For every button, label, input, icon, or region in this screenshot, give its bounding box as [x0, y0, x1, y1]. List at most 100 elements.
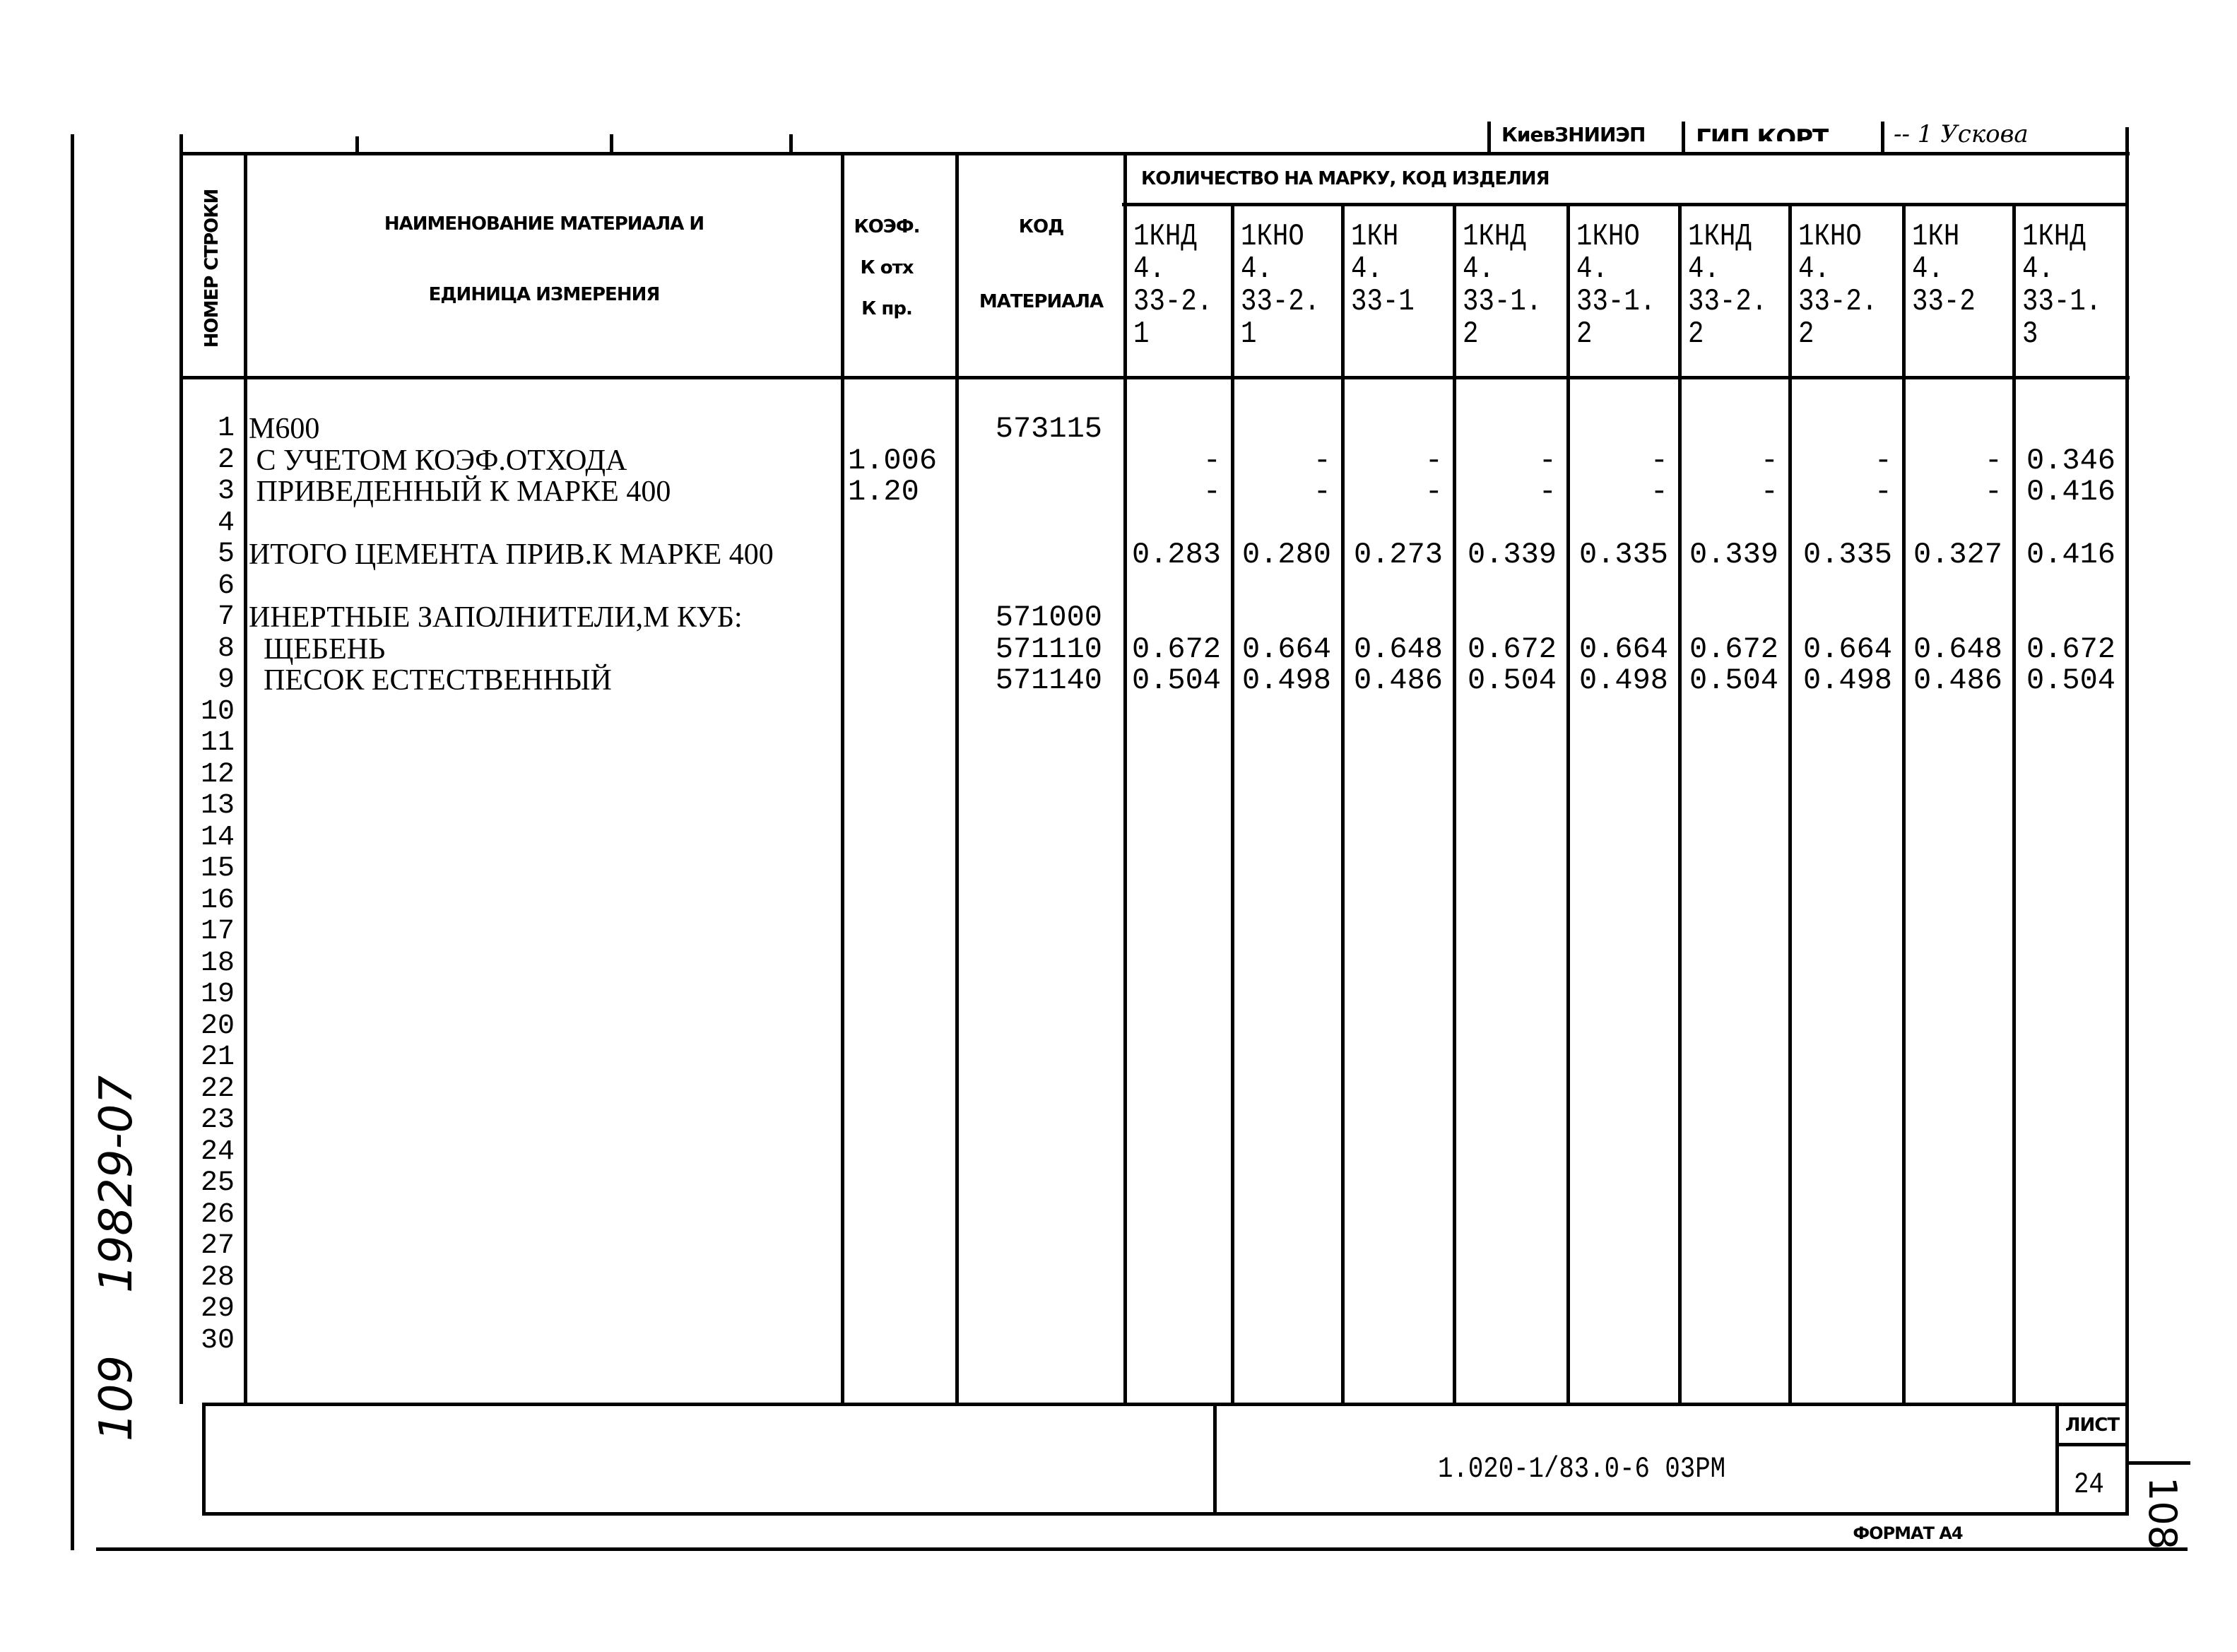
- material-name: М600: [249, 413, 320, 445]
- right-margin-tick: [2127, 1461, 2190, 1465]
- material-name: ПЕСОК ЕСТЕСТВЕННЫЙ: [249, 664, 612, 697]
- header-koef-line2: К отх: [860, 257, 914, 278]
- header-koef-line3: К пр.: [861, 298, 913, 319]
- quantity-value: 0.486: [1913, 663, 2002, 697]
- outer-bottom-border: [96, 1547, 2188, 1551]
- row-number: 25: [200, 1167, 235, 1199]
- product-col-line: [1231, 203, 1234, 1404]
- product-col-line: [1341, 203, 1345, 1404]
- inventory-number: 19829-07: [90, 1075, 143, 1293]
- row-number: 7: [217, 601, 235, 633]
- quantity-value: 0.339: [1689, 538, 1778, 572]
- row-number: 17: [200, 916, 235, 948]
- top-stub: [179, 134, 183, 155]
- product-header: 1КНО 4. 33-1. 2: [1576, 219, 1656, 352]
- quantity-value: -: [1203, 475, 1221, 509]
- product-header: 1КНО 4. 33-2. 1: [1241, 219, 1321, 352]
- header-quantity: КОЛИЧЕСТВО НА МАРКУ, КОД ИЗДЕЛИЯ: [1141, 168, 1550, 189]
- row-number: 24: [200, 1135, 235, 1168]
- quantity-value: -: [1424, 475, 1443, 509]
- quantity-value: 0.672: [2026, 632, 2115, 666]
- row-number: 8: [217, 632, 235, 665]
- material-name: ИТОГО ЦЕМЕНТА ПРИВ.К МАРКЕ 400: [249, 538, 774, 571]
- row-number: 5: [217, 538, 235, 570]
- product-col-line: [1566, 203, 1570, 1404]
- koef-value: 1.006: [848, 443, 938, 478]
- quantity-value: 0.486: [1353, 663, 1443, 697]
- code-col-line: [1123, 152, 1127, 1404]
- quantity-band-border: [1122, 203, 2127, 206]
- material-code: 571140: [995, 663, 1102, 697]
- quantity-value: -: [1203, 443, 1221, 478]
- table-right-border: [2125, 152, 2129, 1516]
- product-header: 1КН 4. 33-1: [1351, 219, 1415, 319]
- quantity-value: -: [1650, 443, 1668, 478]
- top-strip-org: КиевЗНИИЭП: [1501, 119, 1678, 144]
- material-code: 571000: [995, 601, 1102, 635]
- row-number: 6: [217, 570, 235, 602]
- quantity-value: 0.672: [1467, 632, 1557, 666]
- top-stub: [789, 134, 793, 155]
- quantity-value: 0.416: [2026, 475, 2115, 509]
- row-number: 19: [200, 979, 235, 1010]
- material-name: ПРИВЕДЕННЫЙ К МАРКЕ 400: [249, 476, 671, 508]
- quantity-value: -: [1984, 475, 2002, 509]
- quantity-value: -: [1874, 443, 1892, 478]
- quantity-value: 0.504: [1689, 663, 1778, 697]
- row-number: 16: [200, 884, 235, 916]
- product-header: 1КНД 4. 33-2. 1: [1133, 219, 1213, 352]
- row-number: 15: [200, 853, 235, 885]
- quantity-value: 0.648: [1913, 632, 2002, 666]
- table-left-border: [179, 152, 183, 1404]
- top-stub: [1682, 122, 1685, 155]
- top-stub: [610, 134, 613, 155]
- row-number: 20: [200, 1010, 235, 1042]
- quantity-value: -: [1424, 443, 1443, 478]
- row-number: 1: [217, 413, 235, 444]
- row-number: 28: [200, 1261, 235, 1294]
- header-code-line1: КОД: [1018, 216, 1065, 237]
- material-name: ЩЕБЕНЬ: [249, 632, 386, 666]
- quantity-value: -: [1538, 475, 1557, 509]
- quantity-value: 0.648: [1353, 632, 1443, 666]
- quantity-value: 0.664: [1802, 632, 1892, 666]
- quantity-value: 0.672: [1689, 632, 1778, 666]
- top-strip-fragment: ГИП КОРТ: [1696, 119, 1872, 141]
- quantity-value: -: [1650, 475, 1668, 509]
- quantity-value: 0.498: [1802, 663, 1892, 697]
- quantity-value: 0.283: [1131, 538, 1221, 572]
- product-header: 1КНО 4. 33-2. 2: [1798, 219, 1878, 352]
- sheet-box-left: [2055, 1406, 2059, 1512]
- left-page-number: 109: [90, 1355, 143, 1441]
- org-text: КиевЗНИИЭП: [1501, 123, 1646, 144]
- title-block-divider: [1213, 1406, 1217, 1512]
- format-label: ФОРМАТ А4: [1853, 1523, 1963, 1543]
- sheet-box-divider: [2055, 1443, 2129, 1446]
- header-code-line2: МАТЕРИАЛА: [979, 291, 1104, 312]
- quantity-value: 0.335: [1578, 538, 1668, 572]
- quantity-value: 0.273: [1353, 538, 1443, 572]
- row-number: 9: [217, 664, 235, 696]
- fragment-text: ГИП КОРТ: [1696, 124, 1829, 141]
- row-number: 21: [200, 1042, 235, 1073]
- title-block-top: [202, 1403, 2129, 1406]
- row-number: 26: [200, 1198, 235, 1231]
- quantity-value: 0.416: [2026, 538, 2115, 572]
- material-code: 571110: [995, 632, 1102, 666]
- quantity-value: -: [1313, 443, 1331, 478]
- top-stub: [1881, 122, 1884, 155]
- product-header: 1КНД 4. 33-2. 2: [1688, 219, 1768, 352]
- product-col-line: [2012, 203, 2016, 1404]
- quantity-value: 0.664: [1578, 632, 1668, 666]
- material-name: ИНЕРТНЫЕ ЗАПОЛНИТЕЛИ,М КУБ:: [249, 601, 743, 634]
- product-header: 1КНД 4. 33-1. 3: [2022, 219, 2102, 352]
- quantity-value: 0.346: [2026, 443, 2115, 478]
- title-block-left: [202, 1403, 206, 1516]
- row-number: 11: [200, 727, 235, 759]
- row-number: 10: [200, 695, 235, 728]
- document-designation: 1.020-1/83.0-6 03РМ: [1438, 1452, 1726, 1486]
- top-stub: [355, 136, 359, 155]
- quantity-value: 0.339: [1467, 538, 1557, 572]
- row-number: 3: [217, 476, 235, 507]
- row-number: 22: [200, 1073, 235, 1105]
